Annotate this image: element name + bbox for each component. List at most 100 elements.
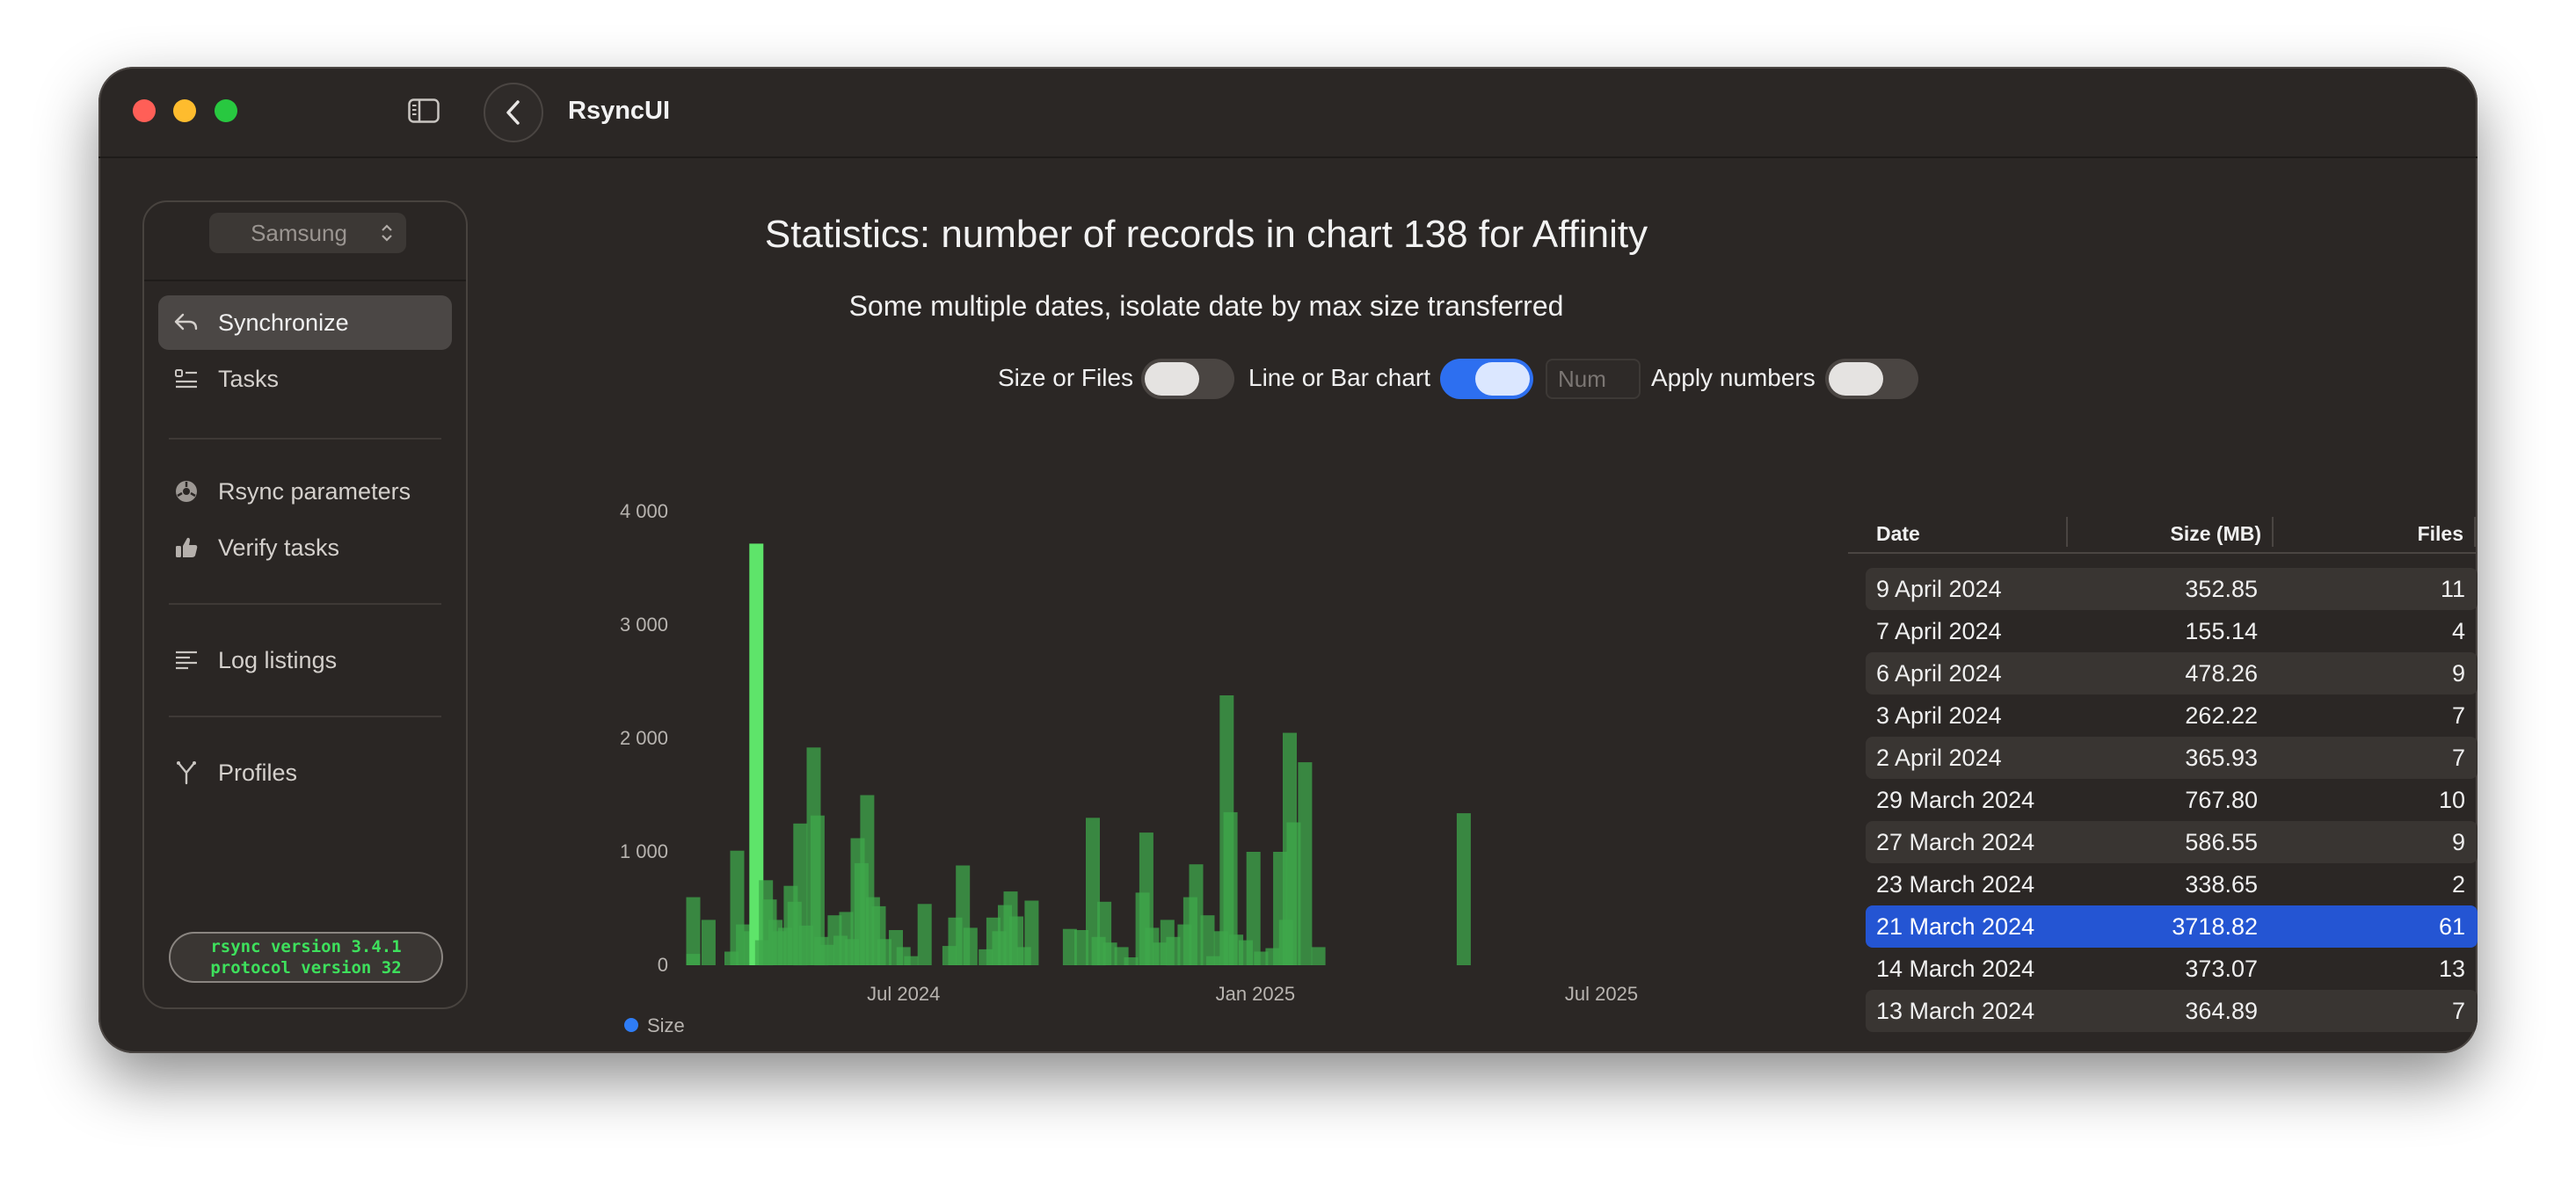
cell-date: 2 April 2024 [1876, 745, 2002, 771]
line-or-bar-toggle[interactable] [1440, 359, 1533, 399]
chart-bar [963, 927, 978, 965]
chart-bar [1166, 936, 1181, 966]
table-row[interactable]: 2 April 2024 365.93 7 [1866, 737, 2478, 779]
y-tick-label: 2 000 [620, 727, 668, 749]
sidebar-divider [169, 716, 441, 717]
cell-size: 338.65 [2185, 871, 2258, 898]
table-row[interactable]: 6 April 2024 478.26 9 [1866, 652, 2478, 694]
sidebar-item-label: Rsync parameters [218, 477, 411, 505]
cell-files: 13 [2438, 956, 2465, 982]
sidebar-item-verify-tasks[interactable]: Verify tasks [158, 520, 452, 575]
table-row[interactable]: 23 March 2024 338.65 2 [1866, 863, 2478, 905]
tasks-list-icon [167, 367, 206, 390]
app-window: RsyncUI Samsung Synchronize Tasks [98, 67, 2478, 1053]
num-placeholder: Num [1558, 366, 1606, 392]
cell-files: 10 [2438, 787, 2465, 813]
chart-bar [810, 815, 825, 965]
protocol-version-text: protocol version 32 [210, 958, 402, 978]
close-window-button[interactable] [133, 99, 156, 122]
sidebar-separator [144, 280, 466, 281]
cell-size: 364.89 [2185, 998, 2258, 1024]
chart-bar [1223, 811, 1238, 965]
zoom-window-button[interactable] [215, 99, 237, 122]
updown-chevron-icon [382, 224, 392, 242]
app-title: RsyncUI [568, 97, 671, 125]
cell-files: 7 [2451, 702, 2465, 729]
column-header-size[interactable]: Size (MB) [2170, 522, 2262, 545]
cell-date: 23 March 2024 [1876, 871, 2035, 898]
records-table: Date Size (MB) Files 9 April 2024 352.85 1… [1848, 513, 2478, 1032]
sidebar-item-log-listings[interactable]: Log listings [158, 633, 452, 687]
cell-size: 478.26 [2185, 660, 2258, 687]
cell-date: 21 March 2024 [1876, 913, 2035, 940]
table-row[interactable]: 13 March 2024 364.89 7 [1866, 990, 2478, 1032]
column-header-date[interactable]: Date [1876, 522, 1920, 545]
chart-bar [1456, 813, 1471, 965]
back-button[interactable] [484, 83, 543, 142]
table-row[interactable]: 21 March 2024 3718.82 61 [1866, 905, 2478, 948]
chart-bar [1254, 951, 1269, 965]
profile-select-value: Samsung [251, 220, 347, 246]
table-row[interactable]: 7 April 2024 155.14 4 [1866, 610, 2478, 652]
sidebar-item-label: Synchronize [218, 309, 349, 336]
cell-files: 2 [2451, 871, 2465, 898]
cell-size: 767.80 [2185, 787, 2258, 813]
chart-bar [1298, 762, 1313, 965]
chart-bar [749, 543, 764, 965]
size-bar-chart: 0 1 000 2 000 3 000 4 000 Jul 2024 Jan 2025 Jul… [591, 480, 1839, 1051]
table-row[interactable]: 3 April 2024 262.22 7 [1866, 694, 2478, 737]
column-separator [2272, 517, 2274, 547]
minimize-window-button[interactable] [173, 99, 196, 122]
cell-size: 3718.82 [2172, 913, 2258, 940]
chart-bar [1206, 956, 1220, 965]
table-row[interactable]: 29 March 2024 767.80 10 [1866, 779, 2478, 821]
chart-bar [1062, 928, 1077, 965]
num-input[interactable]: Num [1546, 359, 1641, 399]
chart-bar [1086, 818, 1100, 965]
x-tick-label: Jul 2025 [1565, 983, 1638, 1005]
sidebar-item-rsync-parameters[interactable]: Rsync parameters [158, 464, 452, 519]
table-body: 9 April 2024 352.85 11 7 April 2024 155.14 4 6… [1866, 568, 2478, 1032]
chart-bar [1286, 822, 1301, 965]
cell-files: 61 [2438, 913, 2465, 940]
chart-bar [1311, 947, 1326, 965]
sidebar-item-synchronize[interactable]: Synchronize [158, 295, 452, 350]
sync-arrow-icon [167, 311, 206, 334]
chart-bar [877, 939, 891, 965]
cell-date: 9 April 2024 [1876, 576, 2002, 602]
chart-bar [917, 904, 932, 965]
table-row[interactable]: 27 March 2024 586.55 9 [1866, 821, 2478, 863]
sidebar-divider [169, 603, 441, 605]
table-row[interactable]: 14 March 2024 373.07 13 [1866, 948, 2478, 990]
cell-date: 3 April 2024 [1876, 702, 2002, 729]
cell-date: 13 March 2024 [1876, 998, 2035, 1024]
sidebar-item-label: Log listings [218, 646, 338, 673]
table-row[interactable]: 9 April 2024 352.85 11 [1866, 568, 2478, 610]
chart-bar [904, 956, 919, 965]
line-or-bar-label: Line or Bar chart [1248, 364, 1430, 391]
chevron-left-icon [506, 100, 520, 125]
column-separator [2474, 517, 2476, 547]
cell-files: 11 [2440, 576, 2465, 602]
legend-marker [624, 1018, 638, 1032]
statistics-subtitle: Some multiple dates, isolate date by max… [848, 290, 1564, 322]
rsync-version-badge: rsync version 3.4.1 protocol version 32 [169, 932, 443, 983]
profiles-fork-icon [167, 760, 206, 785]
x-tick-label: Jul 2024 [867, 983, 940, 1005]
apply-numbers-toggle[interactable] [1825, 359, 1918, 399]
thumbs-up-icon [167, 535, 206, 560]
cell-size: 373.07 [2185, 956, 2258, 982]
size-or-files-toggle[interactable] [1141, 359, 1234, 399]
sidebar-item-label: Profiles [218, 759, 298, 786]
sidebar-item-profiles[interactable]: Profiles [158, 745, 452, 800]
chart-bar [686, 897, 701, 965]
sidebar-item-tasks[interactable]: Tasks [158, 352, 452, 406]
y-tick-label: 3 000 [620, 614, 668, 636]
column-header-files[interactable]: Files [2417, 522, 2463, 545]
chart-bar [1074, 930, 1088, 965]
cell-files: 9 [2451, 660, 2465, 687]
chart-svg: 0 1 000 2 000 3 000 4 000 Jul 2024 Jan 2025 Jul… [620, 500, 1638, 1036]
profile-select[interactable]: Samsung [209, 213, 406, 253]
rsync-version-text: rsync version 3.4.1 [210, 937, 402, 956]
sidebar-toggle-icon[interactable] [408, 98, 440, 123]
